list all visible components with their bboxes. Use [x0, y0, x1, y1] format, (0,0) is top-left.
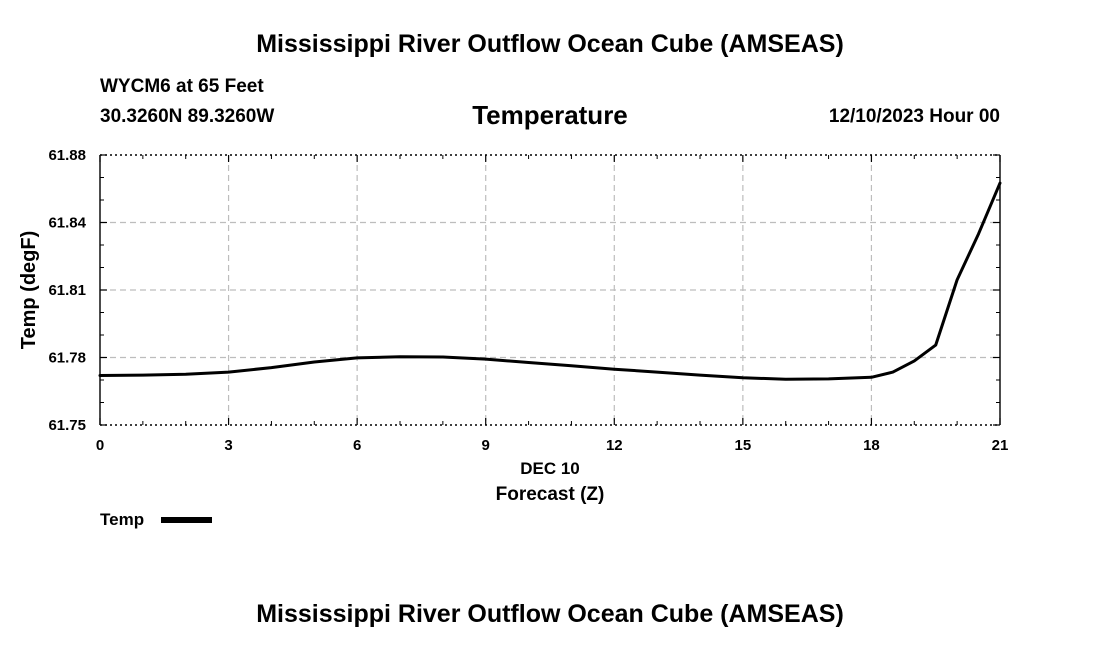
footer-title: Mississippi River Outflow Ocean Cube (AM… — [256, 600, 844, 628]
legend-label-temp: Temp — [100, 510, 144, 529]
y-axis-label: Temp (degF) — [18, 231, 40, 350]
x-axis-sublabel: DEC 10 — [520, 459, 580, 478]
station-label: WYCM6 at 65 Feet — [100, 76, 264, 97]
x-tick-label: 15 — [735, 437, 752, 454]
y-tick-label: 61.78 — [48, 350, 86, 367]
x-tick-label: 0 — [96, 437, 104, 454]
x-tick-label: 6 — [353, 437, 361, 454]
legend: Temp — [100, 510, 212, 529]
variable-title: Temperature — [472, 100, 628, 130]
x-axis-label: Forecast (Z) — [496, 484, 605, 505]
y-tick-label: 61.88 — [48, 147, 86, 164]
chart-title: Mississippi River Outflow Ocean Cube (AM… — [256, 30, 844, 58]
series-lines — [98, 181, 1002, 381]
tick-labels: 0 3 6 9 12 15 18 21 61.75 61.78 61.81 61.84 61.88 — [48, 147, 1008, 454]
x-tick-label: 18 — [863, 437, 880, 454]
grid-lines — [100, 155, 1000, 425]
x-tick-label: 3 — [224, 437, 232, 454]
y-tick-label: 61.81 — [48, 282, 86, 299]
y-tick-label: 61.84 — [48, 215, 86, 232]
forecast-datetime: 12/10/2023 Hour 00 — [828, 106, 1000, 127]
y-tick-label: 61.75 — [48, 417, 86, 434]
x-tick-label: 12 — [606, 437, 623, 454]
station-coordinates: 30.3260N 89.3260W — [100, 106, 275, 127]
axis-ticks — [99, 154, 1001, 426]
x-tick-label: 21 — [992, 437, 1009, 454]
series-line-temp — [98, 181, 1002, 381]
x-tick-label: 9 — [482, 437, 490, 454]
